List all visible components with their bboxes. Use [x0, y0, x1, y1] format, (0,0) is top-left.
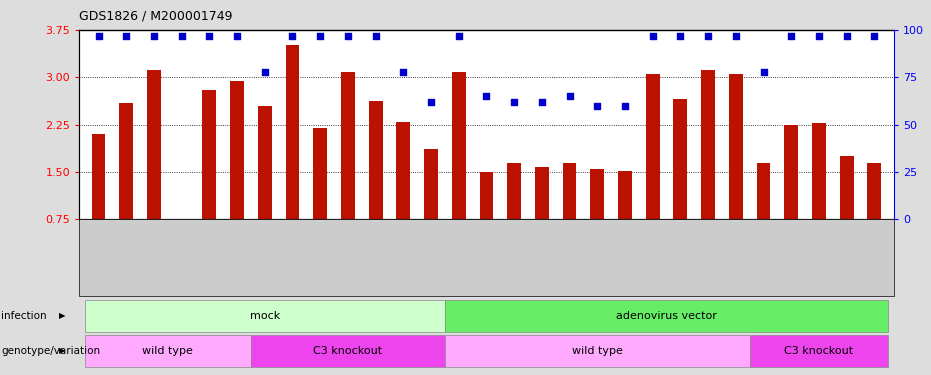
Bar [452, 72, 466, 219]
Point [91, 33, 106, 39]
Text: wild type: wild type [142, 346, 194, 356]
Bar [812, 123, 826, 219]
Bar [202, 90, 216, 219]
Bar [673, 99, 687, 219]
Point [728, 33, 743, 39]
Text: genotype/variation: genotype/variation [1, 346, 100, 356]
Bar [701, 70, 715, 219]
Text: wild type: wild type [572, 346, 623, 356]
Bar [91, 134, 105, 219]
Bar [397, 122, 411, 219]
Bar [784, 124, 798, 219]
Bar [507, 163, 521, 219]
Point [479, 93, 493, 99]
Text: C3 knockout: C3 knockout [314, 346, 383, 356]
Bar [729, 74, 743, 219]
Text: infection: infection [1, 311, 47, 321]
Point [562, 93, 577, 99]
Text: GDS1826 / M200001749: GDS1826 / M200001749 [79, 9, 233, 22]
Bar [479, 172, 493, 219]
Text: C3 knockout: C3 knockout [785, 346, 854, 356]
Point [257, 69, 272, 75]
Point [230, 33, 245, 39]
Bar [258, 106, 272, 219]
Bar [757, 163, 771, 219]
Point [424, 99, 439, 105]
Point [396, 69, 411, 75]
Point [341, 33, 356, 39]
Bar [230, 81, 244, 219]
Point [119, 33, 134, 39]
Point [590, 103, 605, 109]
Point [534, 99, 549, 105]
Point [506, 99, 521, 105]
Bar [618, 171, 632, 219]
Point [452, 33, 466, 39]
Bar [119, 103, 133, 219]
Bar [562, 163, 576, 219]
Point [202, 33, 217, 39]
Text: ▶: ▶ [59, 346, 65, 355]
Bar [286, 45, 300, 219]
Point [839, 33, 854, 39]
Point [645, 33, 660, 39]
Bar [646, 74, 660, 219]
Point [174, 33, 189, 39]
Bar [369, 101, 383, 219]
Bar [147, 70, 161, 219]
Bar [313, 128, 327, 219]
Bar [341, 72, 355, 219]
Point [867, 33, 882, 39]
Point [784, 33, 799, 39]
Point [617, 103, 632, 109]
Text: adenovirus vector: adenovirus vector [616, 311, 717, 321]
Text: ▶: ▶ [59, 311, 65, 320]
Point [285, 33, 300, 39]
Point [146, 33, 161, 39]
Bar [868, 163, 882, 219]
Point [812, 33, 827, 39]
Bar [425, 148, 438, 219]
Point [673, 33, 688, 39]
Text: mock: mock [250, 311, 280, 321]
Point [313, 33, 328, 39]
Bar [535, 167, 548, 219]
Bar [840, 156, 854, 219]
Point [368, 33, 383, 39]
Point [756, 69, 771, 75]
Bar [590, 169, 604, 219]
Point [701, 33, 716, 39]
